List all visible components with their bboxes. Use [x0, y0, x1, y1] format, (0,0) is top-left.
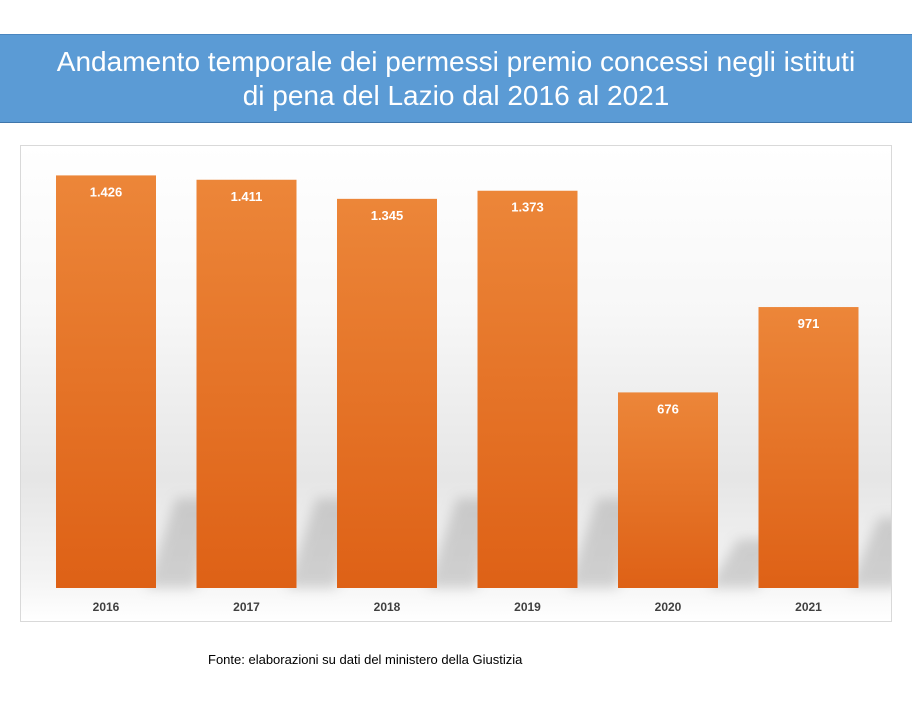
x-tick-label-2020: 2020 — [655, 600, 682, 614]
data-label-2018: 1.345 — [371, 208, 404, 223]
bar-2016 — [56, 175, 156, 588]
data-label-2016: 1.426 — [90, 184, 123, 199]
bar-2020 — [618, 392, 718, 588]
data-label-2021: 971 — [798, 316, 820, 331]
x-tick-label-2019: 2019 — [514, 600, 541, 614]
bar-2019 — [477, 190, 578, 588]
data-labels-group: 1.426 1.411 1.345 1.373 676 971 — [90, 184, 820, 416]
chart-area: 1.426 1.411 1.345 1.373 676 971 2016 2017 2018 2… — [20, 145, 892, 622]
bars-group — [56, 175, 859, 588]
x-tick-label-2017: 2017 — [233, 600, 260, 614]
x-axis-tick-labels: 2016 2017 2018 2019 2020 2021 — [93, 600, 823, 614]
bar-2021 — [758, 307, 859, 588]
data-label-2020: 676 — [657, 401, 679, 416]
x-tick-label-2018: 2018 — [374, 600, 401, 614]
bar-2017 — [196, 179, 297, 588]
x-tick-label-2021: 2021 — [795, 600, 822, 614]
bar-shadow-2021 — [848, 517, 891, 588]
x-tick-label-2016: 2016 — [93, 600, 120, 614]
bar-2018 — [337, 198, 437, 588]
chart-title-banner: Andamento temporale dei permessi premio … — [0, 34, 912, 123]
data-label-2017: 1.411 — [231, 189, 263, 204]
source-note: Fonte: elaborazioni su dati del minister… — [208, 652, 523, 667]
chart-title-line-1: Andamento temporale dei permessi premio … — [56, 45, 856, 77]
data-label-2019: 1.373 — [511, 200, 544, 215]
chart-title-line-2: di pena del Lazio dal 2016 al 2021 — [242, 79, 670, 111]
